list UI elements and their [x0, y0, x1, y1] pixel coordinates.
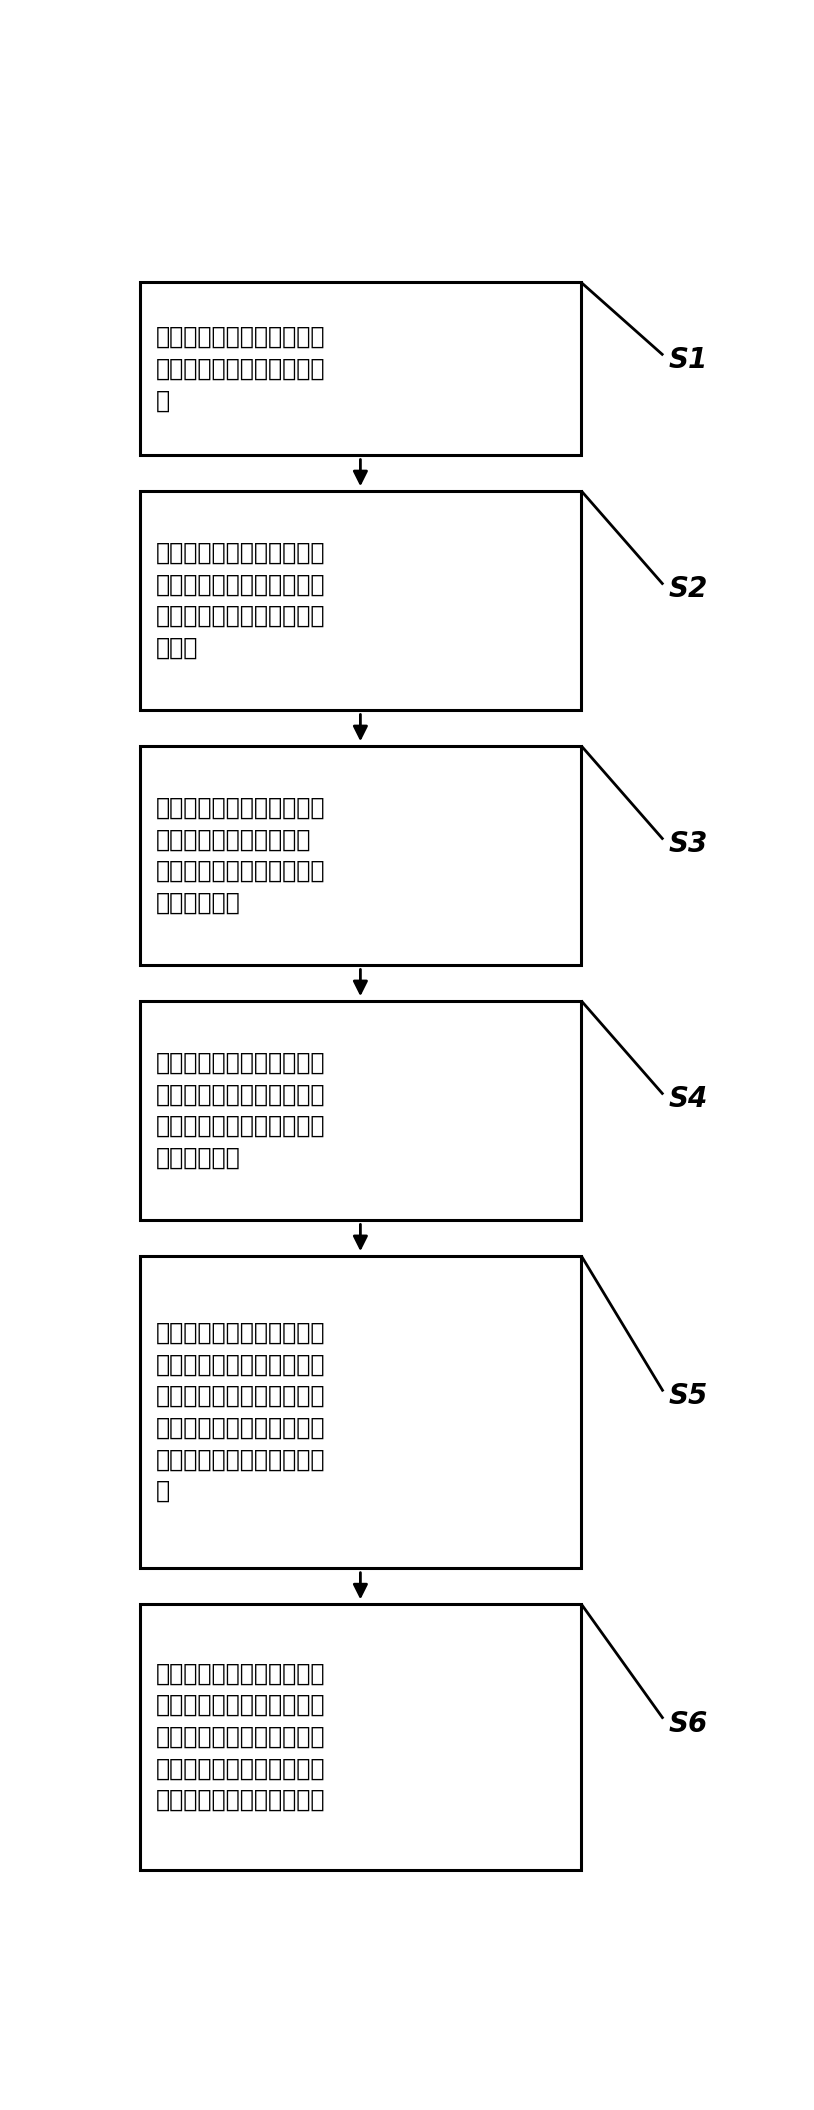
Text: S2: S2 [668, 576, 707, 603]
Text: 基于分子动力学方法对平衡
状态下的含有裂纹的二元合
金双晶模型进行剪切模拟，
得到剪切作用下剪切耦合晶
界迁移与裂纹相互作用的结
果: 基于分子动力学方法对平衡 状态下的含有裂纹的二元合 金双晶模型进行剪切模拟， 得… [155, 1321, 325, 1502]
Text: 通过删除原子的方式在二元
合金双晶模型内预置出裂
纹，构造出含有裂纹的二元
合金双晶模型: 通过删除原子的方式在二元 合金双晶模型内预置出裂 纹，构造出含有裂纹的二元 合金… [155, 795, 325, 916]
Bar [140, 1255, 581, 1568]
Bar [140, 492, 581, 709]
Text: 通过原子替换方法向金属双
晶模型中添加一定比例的合
金原子，构造出二元合金双
晶模型: 通过原子替换方法向金属双 晶模型中添加一定比例的合 金原子，构造出二元合金双 晶… [155, 540, 325, 660]
Text: S4: S4 [668, 1085, 707, 1114]
Text: S5: S5 [668, 1382, 707, 1409]
Text: 基于分子动力学方法对含有
裂纹的二元合金双晶模型进
行弛豫，使其达到给定温度
下的平衡状态: 基于分子动力学方法对含有 裂纹的二元合金双晶模型进 行弛豫，使其达到给定温度 下… [155, 1051, 325, 1169]
Bar [140, 745, 581, 964]
Text: 基于重位点阵模型构造含有
对称倾转晶界的金属双晶模
型: 基于重位点阵模型构造含有 对称倾转晶界的金属双晶模 型 [155, 325, 325, 411]
Text: S3: S3 [668, 831, 707, 859]
Bar [140, 1604, 581, 1869]
Text: 采用原子模拟可视化软件对
剪切耦合晶界迁移与裂纹相
互作用的结果进行分析，观
察裂纹愈合和扩展等变化的
情况，以及晶界结构的变化: 采用原子模拟可视化软件对 剪切耦合晶界迁移与裂纹相 互作用的结果进行分析，观 察… [155, 1663, 325, 1812]
Text: S6: S6 [668, 1709, 707, 1737]
Text: S1: S1 [668, 346, 707, 373]
Bar [140, 1000, 581, 1220]
Bar [140, 283, 581, 456]
